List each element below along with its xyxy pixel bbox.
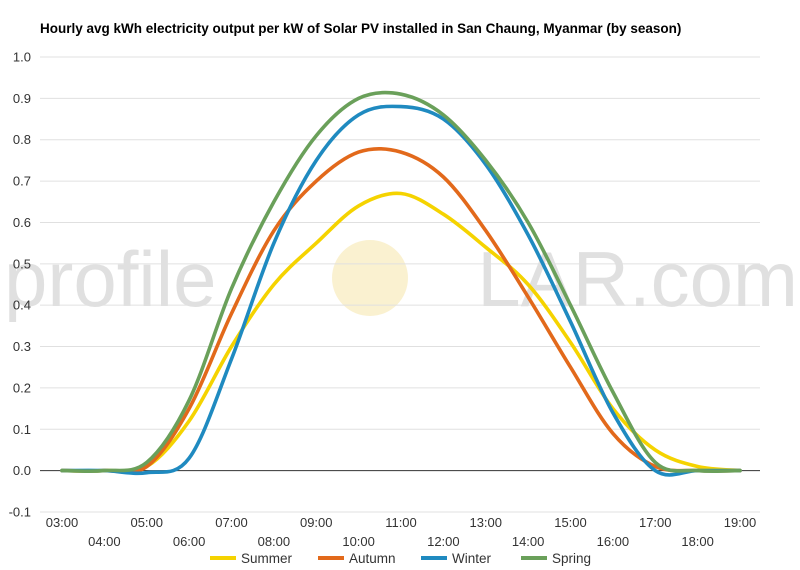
legend-label-summer: Summer — [241, 551, 293, 566]
x-tick-label: 14:00 — [512, 534, 545, 549]
series-line-autumn — [60, 146, 742, 474]
y-tick-label: -0.1 — [9, 505, 31, 520]
x-tick-label: 19:00 — [724, 515, 757, 530]
series-line-summer — [60, 191, 742, 474]
y-tick-label: 0.0 — [13, 463, 31, 478]
x-tick-label: 16:00 — [597, 534, 630, 549]
x-tick-label: 06:00 — [173, 534, 206, 549]
legend-label-autumn: Autumn — [349, 551, 396, 566]
y-tick-label: 0.1 — [13, 422, 31, 437]
y-tick-label: 0.8 — [13, 132, 31, 147]
x-tick-label: 10:00 — [342, 534, 375, 549]
series-line-winter — [60, 104, 742, 477]
x-tick-label: 03:00 — [46, 515, 79, 530]
x-tick-label: 12:00 — [427, 534, 460, 549]
x-tick-label: 11:00 — [385, 515, 417, 530]
x-tick-label: 08:00 — [258, 534, 291, 549]
y-tick-label: 0.2 — [13, 380, 31, 395]
x-tick-label: 15:00 — [554, 515, 587, 530]
y-tick-label: 0.6 — [13, 215, 31, 230]
x-tick-label: 17:00 — [639, 515, 672, 530]
gridlines — [40, 56, 760, 513]
legend: Summer Autumn Winter Spring — [210, 551, 591, 566]
x-tick-label: 07:00 — [215, 515, 248, 530]
y-tick-label: 0.4 — [13, 298, 31, 313]
series-line-spring — [60, 90, 742, 474]
legend-label-winter: Winter — [452, 551, 492, 566]
x-tick-label: 05:00 — [130, 515, 163, 530]
x-tick-label: 09:00 — [300, 515, 333, 530]
watermark-sun-logo — [332, 240, 408, 316]
watermark: profile LAR.com — [4, 235, 798, 323]
series-lines — [60, 90, 742, 477]
y-tick-label: 0.7 — [13, 174, 31, 189]
x-tick-label: 18:00 — [681, 534, 714, 549]
y-tick-label: 1.0 — [13, 50, 31, 65]
watermark-text-left: profile — [4, 235, 216, 323]
x-tick-label: 13:00 — [469, 515, 502, 530]
y-tick-label: 0.9 — [13, 91, 31, 106]
y-tick-label: 0.5 — [13, 256, 31, 271]
watermark-text-right: LAR.com — [477, 235, 798, 323]
legend-label-spring: Spring — [552, 551, 591, 566]
y-tick-label: 0.3 — [13, 339, 31, 354]
y-axis: -0.1 0.0 0.1 0.2 0.3 0.4 0.5 0.6 0.7 0.8 0.9 1.0 — [9, 50, 31, 520]
chart-title: Hourly avg kWh electricity output per kW… — [40, 21, 681, 36]
x-tick-label: 04:00 — [88, 534, 121, 549]
x-axis: 03:00 04:00 05:00 06:00 07:00 08:00 09:00 10:00… — [46, 515, 757, 549]
